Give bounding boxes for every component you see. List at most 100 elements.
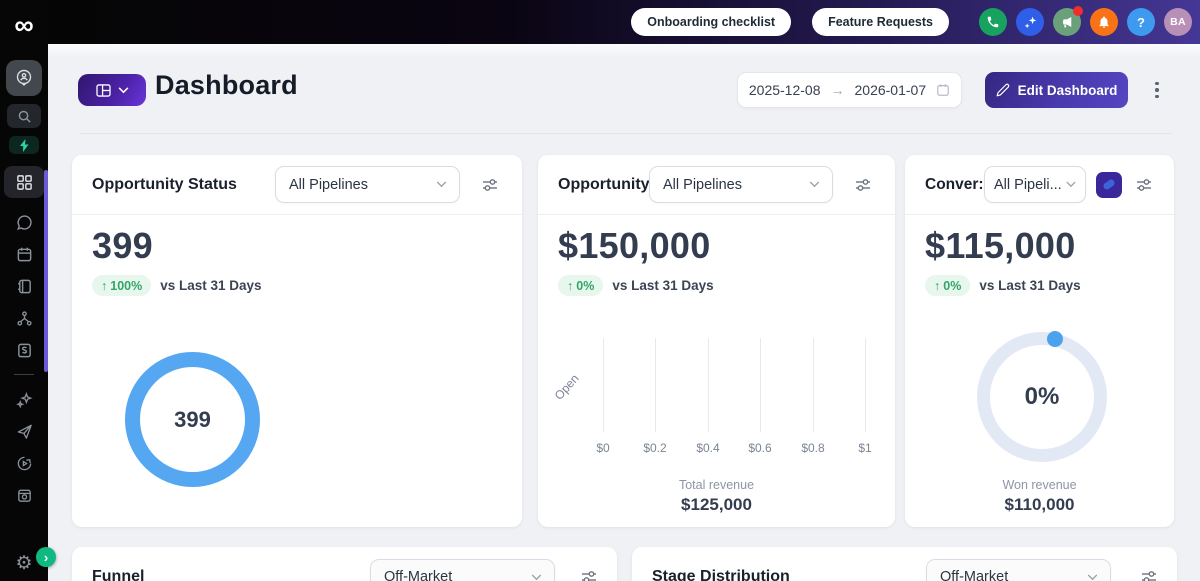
sidebar-item-calendar[interactable] — [4, 238, 44, 270]
arrow-up-icon: ↑ — [567, 278, 574, 293]
sidebar-scrollbar[interactable] — [44, 170, 48, 372]
x-tick: $0.6 — [748, 441, 772, 455]
dropdown-value: Off-Market — [940, 569, 1009, 581]
pencil-icon — [996, 83, 1010, 97]
pipeline-filter-dropdown[interactable]: All Pipeli... — [984, 166, 1086, 203]
sidebar-item-drip-automation[interactable] — [4, 447, 44, 479]
stage-distribution-card: Stage Distribution Off-Market — [632, 547, 1177, 581]
arrow-up-icon: ↑ — [934, 278, 941, 293]
arrow-right-icon: → — [830, 82, 845, 98]
settings-button[interactable]: ⚙ — [15, 553, 32, 575]
search-button[interactable] — [7, 104, 41, 128]
onboarding-checklist-button[interactable]: Onboarding checklist — [631, 8, 792, 36]
layout-columns-icon — [95, 83, 111, 97]
opportunity-revenue-value: $150,000 — [558, 225, 711, 266]
conversion-value: $115,000 — [925, 225, 1076, 266]
phone-icon — [986, 15, 1000, 29]
sidebar-item-organization[interactable] — [4, 302, 44, 334]
sidebar-divider — [14, 374, 34, 375]
total-revenue-value: $125,000 — [681, 495, 752, 514]
send-icon — [16, 423, 33, 440]
edit-dashboard-button[interactable]: Edit Dashboard — [985, 72, 1128, 108]
org-network-icon — [16, 310, 33, 327]
app-logo-infinity-icon[interactable]: ∞ — [14, 10, 34, 40]
dashboard-options-menu[interactable] — [1146, 72, 1168, 108]
card-title: Conver: — [925, 175, 984, 193]
delta-caption: vs Last 31 Days — [612, 278, 714, 293]
chevron-right-icon: › — [43, 549, 49, 565]
x-tick: $1 — [858, 441, 872, 455]
dashboard-layout-selector[interactable] — [78, 74, 146, 106]
delta-caption: vs Last 31 Days — [160, 278, 262, 293]
card-settings-icon[interactable] — [855, 177, 871, 193]
sidebar-item-dialer[interactable] — [4, 479, 44, 511]
announcements-button[interactable] — [1053, 6, 1083, 36]
megaphone-icon — [1060, 15, 1074, 29]
market-filter-dropdown[interactable]: Off-Market — [926, 558, 1111, 581]
avatar[interactable]: BA — [1164, 8, 1192, 36]
sidebar-item-ai-tools[interactable] — [4, 383, 44, 415]
donut-center-label: 0% — [1024, 383, 1060, 410]
notebook-icon — [16, 278, 33, 295]
donut-center-label: 399 — [174, 406, 211, 432]
notifications-button[interactable] — [1090, 8, 1118, 36]
calendar-icon — [16, 246, 33, 263]
dropdown-value: All Pipelines — [663, 176, 742, 193]
help-button[interactable]: ? — [1127, 8, 1155, 36]
chevron-down-icon — [118, 87, 129, 94]
color-swatch-button[interactable] — [1096, 171, 1122, 198]
arrow-up-icon: ↑ — [101, 278, 108, 293]
sidebar-item-speed-to-lead[interactable] — [4, 334, 44, 366]
edit-dashboard-label: Edit Dashboard — [1017, 82, 1118, 98]
donut-progress-dot — [1047, 331, 1063, 347]
x-tick: $0 — [596, 441, 610, 455]
bell-icon — [1097, 15, 1111, 29]
pipeline-filter-dropdown[interactable]: All Pipelines — [649, 166, 833, 203]
opportunity-status-donut-chart[interactable]: 399 — [125, 352, 260, 487]
sidebar-item-campaigns[interactable] — [4, 415, 44, 447]
conversion-donut-chart[interactable]: 0% — [977, 331, 1107, 462]
lightning-icon — [19, 138, 30, 152]
date-start: 2025-12-08 — [748, 82, 821, 98]
card-title: Opportunity — [558, 175, 649, 193]
sidebar-item-notebook[interactable] — [4, 270, 44, 302]
gear-icon: ⚙ — [15, 553, 33, 574]
chevron-down-icon — [1087, 574, 1098, 581]
card-settings-icon[interactable] — [581, 569, 597, 581]
notification-dot — [1073, 6, 1083, 16]
chevron-down-icon — [1066, 181, 1076, 188]
delta-badge: ↑ 0% — [925, 275, 971, 296]
date-range-picker[interactable]: 2025-12-08 → 2026-01-07 — [737, 72, 962, 108]
topbar: Onboarding checklist Feature Requests ? — [48, 0, 1200, 44]
opportunity-status-value: 399 — [92, 225, 153, 266]
total-revenue-label: Total revenue — [678, 478, 755, 492]
dropdown-value: Off-Market — [384, 569, 453, 581]
sparkle-icon — [15, 391, 33, 408]
opportunity-status-card: Opportunity Status All Pipelines 399 ↑ 1… — [72, 155, 522, 527]
card-title: Funnel — [92, 568, 145, 581]
page-title: Dashboard — [155, 70, 298, 100]
revenue-bar-chart[interactable]: Open $0 $0.2 $0.4 $0.6 $0.8 $1 — [538, 338, 895, 462]
card-settings-icon[interactable] — [1141, 569, 1157, 581]
pipeline-filter-dropdown[interactable]: All Pipelines — [275, 166, 460, 203]
ai-assistant-button[interactable] — [1016, 8, 1044, 36]
header-divider — [80, 133, 1172, 134]
delta-badge: ↑ 100% — [92, 275, 152, 296]
sidebar-expand-button[interactable]: › — [36, 547, 56, 567]
feature-requests-button[interactable]: Feature Requests — [812, 8, 949, 36]
sidebar-item-conversations[interactable] — [4, 206, 44, 238]
sidebar-item-dashboard[interactable] — [4, 166, 44, 198]
quick-actions-button[interactable] — [9, 136, 39, 154]
call-button[interactable] — [979, 8, 1007, 36]
market-filter-dropdown[interactable]: Off-Market — [370, 558, 555, 581]
chevron-down-icon — [809, 181, 820, 188]
conversion-card: Conver: All Pipeli... $115,000 ↑ 0% vs — [905, 155, 1174, 527]
card-settings-icon[interactable] — [482, 177, 498, 193]
s-document-icon — [16, 342, 33, 359]
opportunity-revenue-card: Opportunity All Pipelines $150,000 ↑ 0% … — [538, 155, 895, 527]
contact-profile-button[interactable] — [6, 60, 42, 96]
card-settings-icon[interactable] — [1136, 177, 1152, 193]
won-revenue-value: $110,000 — [1004, 495, 1075, 514]
grid-dashboard-icon — [16, 174, 33, 191]
x-tick: $0.4 — [696, 441, 720, 455]
